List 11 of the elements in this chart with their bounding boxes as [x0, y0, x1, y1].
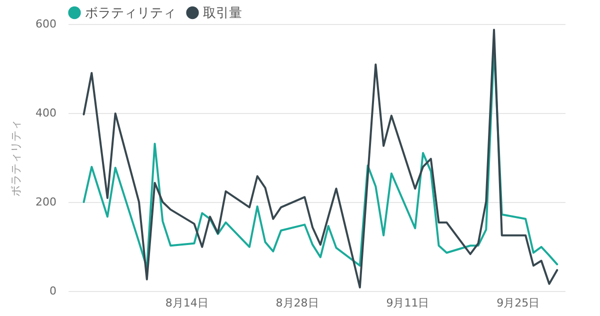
x-tick-label: 9月11日 [386, 296, 430, 310]
x-tick-label: 8月14日 [165, 296, 208, 310]
y-axis-title: ボラティリティ [10, 120, 23, 196]
y-tick-label: 600 [36, 18, 56, 30]
legend-label: ボラティリティ [85, 6, 176, 21]
y-tick-label: 200 [36, 196, 56, 208]
y-tick-label: 0 [50, 284, 56, 298]
y-tick-label: 400 [36, 106, 56, 120]
legend-label: 取引量 [203, 6, 242, 21]
x-tick-label: 9月25日 [496, 296, 540, 310]
x-tick-label: 8月28日 [276, 296, 319, 310]
